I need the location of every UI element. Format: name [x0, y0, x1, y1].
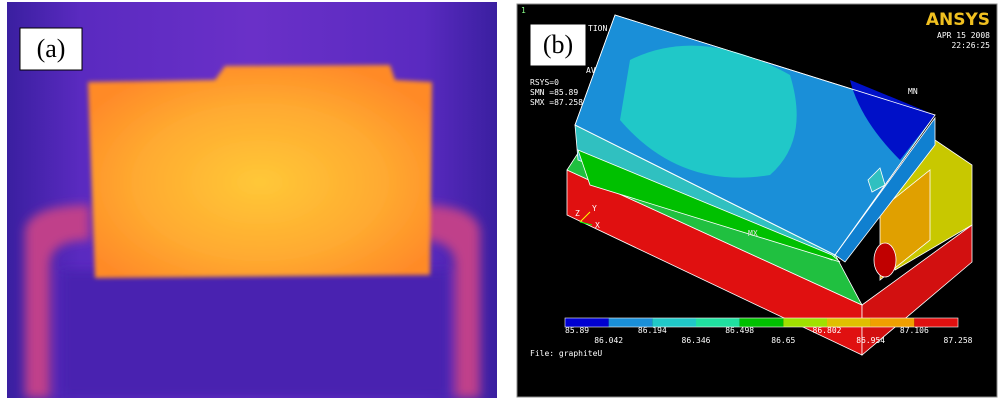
smx: SMX =87.258 — [530, 98, 583, 107]
panel-label: (b) — [543, 30, 573, 59]
rsys: RSYS=0 — [530, 78, 559, 87]
file-name: File: graphiteU — [530, 349, 602, 358]
panel-b: 1 ANSYS APR 15 2008 22:26:25 TION AVG) R… — [517, 4, 997, 397]
figure: (a) 1 ANSYS APR 15 2008 22:26:25 TION AV… — [0, 0, 1003, 401]
colorbar-label: 85.89 — [565, 326, 589, 335]
colorbar-label: 87.106 — [900, 326, 929, 335]
colorbar-label: 86.498 — [725, 326, 754, 335]
thermal-block — [88, 65, 432, 278]
colorbar-label: 87.258 — [944, 336, 973, 345]
mx-marker: MX — [748, 229, 758, 238]
smn: SMN =85.89 — [530, 88, 578, 97]
panel-a: (a) — [7, 2, 497, 398]
colorbar-label: 86.194 — [638, 326, 667, 335]
colorbar-label: 86.802 — [813, 326, 842, 335]
colorbar-label: 86.042 — [594, 336, 623, 345]
time: 22:26:25 — [951, 41, 990, 50]
panel-label: (a) — [37, 34, 66, 63]
colorbar-label: 86.954 — [856, 336, 885, 345]
mn-marker: MN — [908, 87, 918, 96]
colorbar-label: 86.346 — [682, 336, 711, 345]
header-fragment: TION — [588, 24, 607, 33]
axis-label: Z — [575, 209, 580, 218]
axis-label: Y — [592, 204, 597, 213]
window-number: 1 — [521, 6, 526, 15]
ansys-logo: ANSYS — [926, 10, 990, 30]
colorbar-label: 86.65 — [771, 336, 795, 345]
axis-label: X — [595, 221, 600, 230]
date: APR 15 2008 — [937, 31, 990, 40]
